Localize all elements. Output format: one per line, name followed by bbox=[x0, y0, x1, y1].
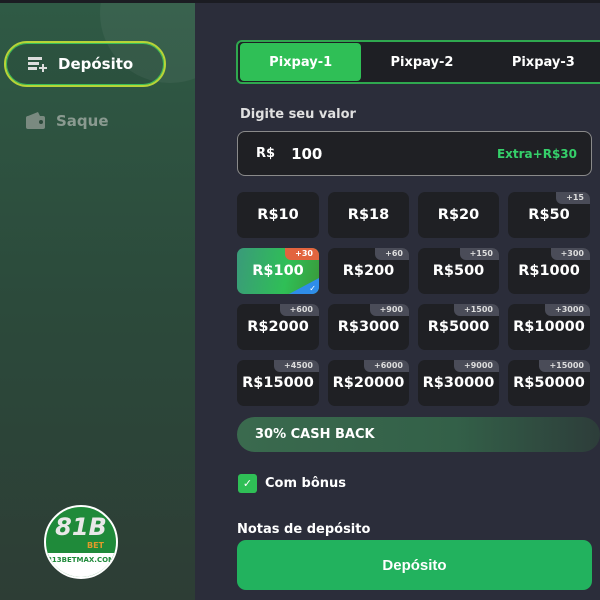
bonus-badge: +1500 bbox=[454, 304, 499, 316]
bonus-badge: +6000 bbox=[364, 360, 409, 372]
deposit-button[interactable]: Depósito bbox=[237, 540, 592, 590]
preset-amount-button[interactable]: R$18 bbox=[328, 192, 409, 238]
preset-amount-button[interactable]: R$3000 +900 bbox=[328, 304, 409, 350]
preset-amount-button[interactable]: R$500 +150 bbox=[418, 248, 499, 294]
bonus-badge: +15 bbox=[556, 192, 590, 204]
preset-label: R$1000 bbox=[518, 263, 580, 279]
bonus-checkbox-row[interactable]: ✓ Com bônus bbox=[238, 474, 346, 493]
payment-tabs: Pixpay-1 Pixpay-2 Pixpay-3 bbox=[236, 40, 600, 84]
preset-label: R$50 bbox=[528, 207, 570, 223]
preset-amounts: R$10 R$18 R$20 R$50 +15 ✓ R$100 +30 R$200 +60 R$50… bbox=[237, 192, 590, 406]
preset-amount-button[interactable]: ✓ R$100 +30 bbox=[237, 248, 319, 294]
card-plus-icon bbox=[28, 57, 47, 72]
bonus-badge: +15000 bbox=[539, 360, 590, 372]
preset-label: R$100 bbox=[252, 263, 304, 279]
preset-label: R$500 bbox=[432, 263, 485, 279]
preset-label: R$20 bbox=[437, 207, 480, 223]
preset-label: R$20000 bbox=[332, 375, 405, 391]
bonus-badge: +4500 bbox=[274, 360, 319, 372]
amount-value[interactable]: 100 bbox=[291, 144, 323, 163]
sidebar-item-deposito[interactable]: Depósito bbox=[4, 41, 166, 87]
preset-amount-button[interactable]: R$200 +60 bbox=[328, 248, 409, 294]
sidebar: Depósito Saque 81B BET 813BETMAX.COM bbox=[0, 3, 195, 600]
amount-input[interactable]: R$ 100 Extra+R$30 bbox=[237, 131, 592, 176]
preset-label: R$3000 bbox=[337, 319, 400, 335]
logo-text: 81B bbox=[55, 513, 107, 541]
cashback-banner: 30% CASH BACK bbox=[237, 417, 600, 452]
preset-amount-button[interactable]: R$30000 +9000 bbox=[418, 360, 499, 406]
selected-corner bbox=[289, 278, 319, 294]
preset-amount-button[interactable]: R$20 bbox=[418, 192, 499, 238]
logo-domain: 813BETMAX.COM bbox=[46, 553, 116, 577]
wallet-icon bbox=[26, 112, 45, 129]
bonus-badge: +600 bbox=[279, 304, 319, 316]
preset-amount-button[interactable]: R$10 bbox=[237, 192, 319, 238]
preset-amount-button[interactable]: R$5000 +1500 bbox=[418, 304, 499, 350]
bonus-badge: +60 bbox=[375, 248, 409, 260]
preset-label: R$15000 bbox=[242, 375, 314, 391]
bonus-badge: +300 bbox=[550, 248, 590, 260]
bonus-badge: +150 bbox=[459, 248, 499, 260]
preset-label: R$200 bbox=[342, 263, 395, 279]
preset-amount-button[interactable]: R$2000 +600 bbox=[237, 304, 319, 350]
preset-label: R$50000 bbox=[513, 375, 585, 391]
bonus-checkbox[interactable]: ✓ bbox=[238, 474, 257, 493]
tab-pixpay-1[interactable]: Pixpay-1 bbox=[240, 43, 362, 81]
bonus-badge: +9000 bbox=[454, 360, 499, 372]
bonus-badge: +900 bbox=[369, 304, 409, 316]
bonus-label: Com bônus bbox=[265, 476, 347, 491]
tab-pixpay-3[interactable]: Pixpay-3 bbox=[511, 54, 575, 70]
bonus-badge: +30 bbox=[285, 248, 319, 260]
check-icon: ✓ bbox=[309, 284, 316, 293]
preset-amount-button[interactable]: R$20000 +6000 bbox=[328, 360, 409, 406]
preset-label: R$5000 bbox=[427, 319, 490, 335]
sidebar-item-label: Saque bbox=[56, 112, 109, 130]
tab-pixpay-2[interactable]: Pixpay-2 bbox=[390, 54, 454, 70]
preset-label: R$2000 bbox=[247, 319, 309, 335]
preset-amount-button[interactable]: R$1000 +300 bbox=[508, 248, 590, 294]
sidebar-item-saque[interactable]: Saque bbox=[4, 98, 166, 144]
preset-label: R$30000 bbox=[422, 375, 495, 391]
currency-prefix: R$ bbox=[256, 146, 276, 161]
preset-amount-button[interactable]: R$15000 +4500 bbox=[237, 360, 319, 406]
preset-label: R$18 bbox=[347, 207, 390, 223]
preset-amount-button[interactable]: R$50000 +15000 bbox=[508, 360, 590, 406]
logo-sub: BET bbox=[86, 541, 104, 550]
preset-label: R$10 bbox=[257, 207, 299, 223]
amount-label: Digite seu valor bbox=[240, 107, 356, 122]
preset-amount-button[interactable]: R$50 +15 bbox=[508, 192, 590, 238]
check-icon: ✓ bbox=[242, 477, 253, 490]
notes-label: Notas de depósito bbox=[237, 522, 371, 537]
preset-label: R$10000 bbox=[513, 319, 585, 335]
bonus-badge: +3000 bbox=[545, 304, 590, 316]
extra-bonus: Extra+R$30 bbox=[496, 146, 577, 161]
brand-logo: 81B BET 813BETMAX.COM bbox=[44, 505, 118, 579]
preset-amount-button[interactable]: R$10000 +3000 bbox=[508, 304, 590, 350]
cashback-text: 30% CASH BACK bbox=[255, 427, 375, 442]
top-strip bbox=[0, 0, 600, 3]
sidebar-item-label: Depósito bbox=[58, 55, 134, 73]
